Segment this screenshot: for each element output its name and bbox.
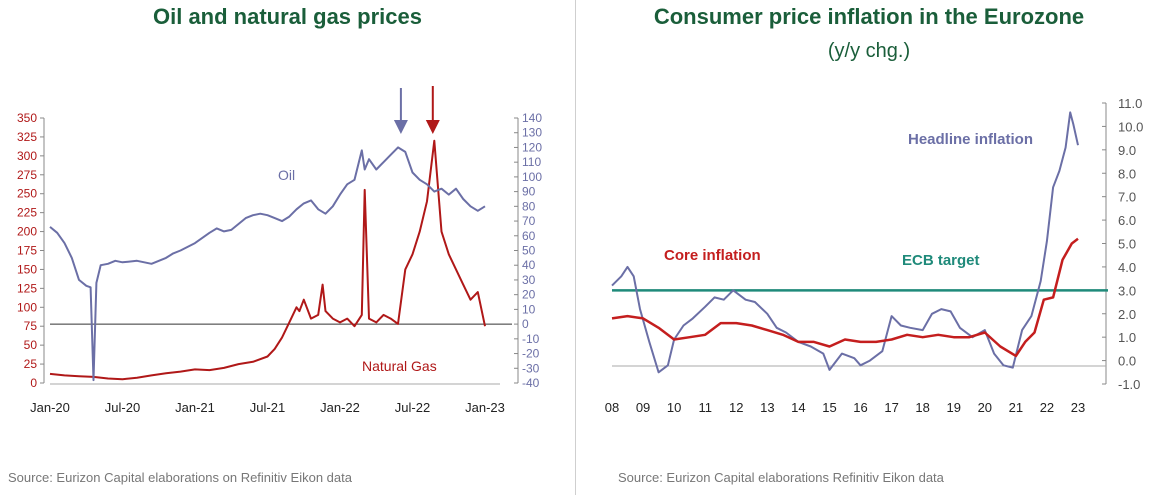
right-y-tick-label: 140: [522, 111, 542, 125]
left-y-tick-label: 225: [17, 206, 37, 220]
left-y-tick-label: 325: [17, 130, 37, 144]
cpi-x-tick-label: 12: [729, 400, 743, 415]
left-x-tick-label: Jul-21: [250, 400, 285, 415]
right-y-tick-label: 0: [522, 317, 529, 331]
cpi-x-tick-label: 18: [915, 400, 929, 415]
right-y-tick-label: 100: [522, 170, 542, 184]
cpi-x-tick-label: 22: [1040, 400, 1054, 415]
cpi-y-tick-label: 11.0: [1118, 96, 1142, 111]
cpi-y-tick-label: 0.0: [1118, 354, 1136, 369]
oil-series-label: Oil: [278, 167, 295, 183]
cpi-y-tick-label: 2.0: [1118, 307, 1136, 322]
left-chart-title: Oil and natural gas prices: [153, 4, 422, 29]
cpi-x-tick-label: 11: [698, 400, 712, 415]
right-y-tick-label: -40: [522, 376, 540, 390]
right-y-tick-label: -20: [522, 347, 540, 361]
cpi-y-tick-label: 1.0: [1118, 330, 1136, 345]
left-y-tick-label: 100: [17, 300, 37, 314]
cpi-x-tick-label: 20: [978, 400, 992, 415]
right-y-tick-label: 70: [522, 214, 536, 228]
left-x-tick-label: Jul-22: [395, 400, 430, 415]
left-y-tick-label: 175: [17, 244, 37, 258]
right-y-tick-label: 20: [522, 288, 536, 302]
left-x-tick-label: Jan-23: [465, 400, 505, 415]
cpi-x-tick-label: 10: [667, 400, 681, 415]
left-y-tick-label: 0: [30, 376, 37, 390]
right-y-tick-label: 30: [522, 273, 536, 287]
right-y-tick-label: -30: [522, 361, 540, 375]
cpi-y-tick-label: 4.0: [1118, 260, 1136, 275]
cpi-x-tick-label: 14: [791, 400, 805, 415]
headline-inflation-line: [611, 111, 1079, 374]
cpi-x-tick-label: 09: [636, 400, 650, 415]
cpi-x-tick-label: 08: [605, 400, 619, 415]
cpi-y-tick-label: 9.0: [1118, 143, 1136, 158]
cpi-y-tick-label: 8.0: [1118, 166, 1136, 181]
left-x-tick-label: Jan-20: [30, 400, 70, 415]
cpi-y-tick-label: 3.0: [1118, 283, 1136, 298]
right-y-tick-label: 80: [522, 199, 536, 213]
left-y-tick-label: 300: [17, 149, 37, 163]
right-y-tick-label: 60: [522, 229, 536, 243]
right-y-tick-label: 110: [522, 155, 541, 169]
cpi-y-tick-label: -1.0: [1118, 377, 1140, 392]
left-y-tick-label: 200: [17, 225, 37, 239]
right-source-note: Source: Eurizon Capital elaborations Ref…: [618, 470, 944, 485]
right-y-tick-label: 120: [522, 140, 542, 154]
left-x-tick-label: Jul-20: [105, 400, 140, 415]
cpi-x-tick-label: 21: [1009, 400, 1023, 415]
cpi-y-tick-label: 10.0: [1118, 119, 1143, 134]
left-y-tick-label: 50: [24, 338, 38, 352]
left-x-tick-label: Jan-22: [320, 400, 360, 415]
cpi-x-tick-label: 16: [853, 400, 867, 415]
core-inflation-line: [611, 237, 1079, 358]
natural-gas-series-label: Natural Gas: [362, 358, 437, 374]
core-inflation-label: Core inflation: [664, 247, 761, 264]
right-y-tick-label: -10: [522, 332, 540, 346]
oil-peak-arrow-head: [393, 120, 408, 134]
right-chart-subtitle: (y/y chg.): [827, 40, 911, 62]
cpi-y-tick-label: 6.0: [1118, 213, 1136, 228]
right-y-tick-label: 50: [522, 244, 536, 258]
right-y-tick-label: 90: [522, 185, 536, 199]
left-y-tick-label: 75: [24, 319, 38, 333]
cpi-x-tick-label: 13: [760, 400, 774, 415]
right-y-tick-label: 40: [522, 258, 536, 272]
natural-gas-line: [49, 139, 486, 381]
left-y-tick-label: 125: [17, 281, 37, 295]
cpi-x-tick-label: 23: [1071, 400, 1085, 415]
headline-inflation-label: Headline inflation: [908, 131, 1033, 148]
right-chart-title: Consumer price inflation in the Eurozone: [653, 4, 1085, 29]
left-x-tick-label: Jan-21: [175, 400, 215, 415]
left-y-tick-label: 275: [17, 168, 37, 182]
oil-line: [49, 146, 486, 382]
cpi-x-tick-label: 19: [946, 400, 960, 415]
right-y-tick-label: 10: [522, 302, 536, 316]
right-y-tick-label: 130: [522, 126, 542, 140]
gas-peak-arrow-head: [425, 120, 440, 134]
cpi-x-tick-label: 17: [884, 400, 898, 415]
left-y-tick-label: 350: [17, 111, 37, 125]
ecb-target-label: ECB target: [902, 252, 980, 269]
left-source-note: Source: Eurizon Capital elaborations on …: [8, 470, 352, 485]
cpi-y-tick-label: 5.0: [1118, 237, 1136, 252]
cpi-x-tick-label: 15: [822, 400, 836, 415]
left-y-tick-label: 150: [17, 262, 37, 276]
panel-divider: [575, 0, 576, 495]
cpi-y-tick-label: 7.0: [1118, 190, 1136, 205]
left-y-tick-label: 25: [24, 357, 38, 371]
left-y-tick-label: 250: [17, 187, 37, 201]
